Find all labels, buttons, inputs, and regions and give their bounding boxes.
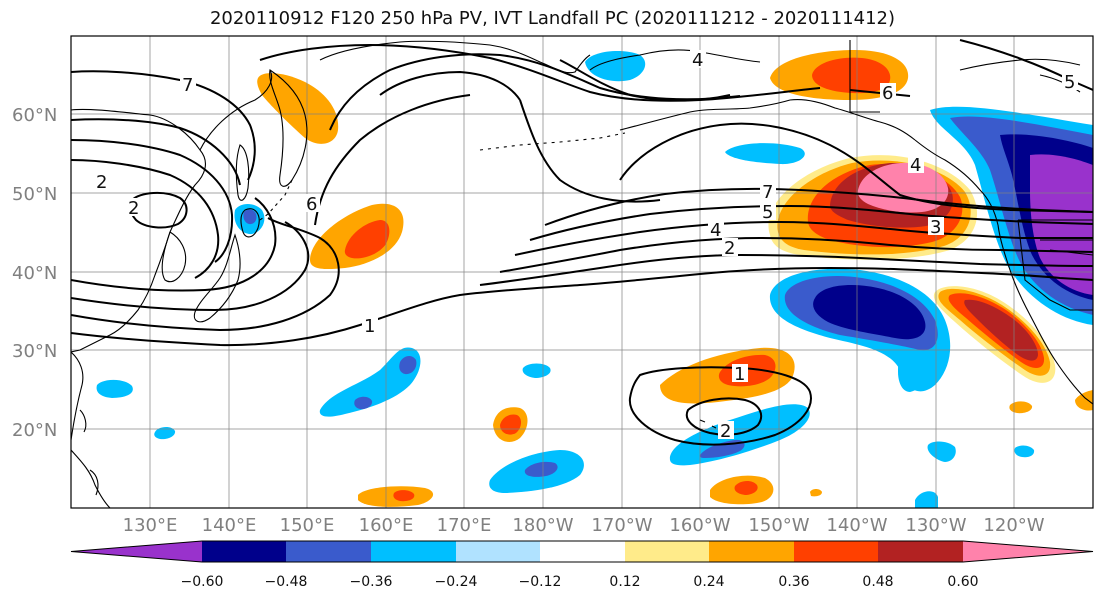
lon-label: 180°W [512, 515, 573, 536]
longitude-labels: 130°E 140°E 150°E 160°E 170°E 180°W 170°… [123, 515, 1045, 536]
colorbar-tick-label: −0.36 [350, 574, 393, 590]
colorbar-swatch [963, 541, 1093, 562]
contour-label: 2 [724, 238, 735, 259]
lon-label: 140°E [202, 515, 257, 536]
colorbar-swatch [371, 541, 456, 562]
contour-label: 6 [882, 83, 893, 104]
colorbar-outline [70, 540, 1094, 563]
contour-label-group: 7 2 2 6 1 1 2 7 5 4 2 4 3 6 5 4 [94, 50, 1078, 442]
contour-label: 4 [710, 220, 721, 241]
colorbar-swatch [286, 541, 371, 562]
lat-label: 60°N [12, 105, 57, 126]
contour-label: 4 [692, 50, 703, 71]
colorbar-tick-label: 0.12 [609, 574, 640, 590]
anomaly-shading [96, 50, 1093, 508]
colorbar-tick-label: −0.48 [265, 574, 308, 590]
lon-label: 130°E [123, 515, 178, 536]
lon-label: 170°W [591, 515, 652, 536]
colorbar-swatches [70, 540, 1094, 563]
colorbar: −0.60 −0.48 −0.36 −0.24 −0.12 0.12 0.24 … [70, 540, 1094, 590]
contour-label: 1 [734, 364, 745, 385]
colorbar-tick-label: 0.60 [947, 574, 978, 590]
colorbar-swatch [794, 541, 878, 562]
colorbar-swatch [540, 541, 625, 562]
latitude-labels: 60°N 50°N 40°N 30°N 20°N [12, 105, 57, 441]
colorbar-ticks: −0.60 −0.48 −0.36 −0.24 −0.12 0.12 0.24 … [181, 574, 979, 590]
contour-label: 1 [364, 316, 375, 337]
colorbar-swatch [71, 541, 202, 562]
map-border [70, 35, 1094, 509]
contour-label: 6 [306, 194, 317, 215]
colorbar-tick-label: 0.48 [862, 574, 893, 590]
colorbar-tick-label: 0.36 [778, 574, 809, 590]
contour-label: 7 [762, 182, 773, 203]
lon-label: 170°E [437, 515, 492, 536]
lon-label: 140°W [826, 515, 887, 536]
lon-label: 150°E [280, 515, 335, 536]
lat-label: 50°N [12, 184, 57, 205]
colorbar-tick-label: 0.24 [693, 574, 724, 590]
contour-label: 2 [128, 198, 139, 219]
graticule [71, 36, 1093, 508]
contour-label: 5 [762, 202, 773, 223]
lon-label: 120°W [983, 515, 1044, 536]
contour-label: 7 [182, 75, 193, 96]
colorbar-swatch [456, 541, 540, 562]
contour-label: 2 [720, 421, 731, 442]
lat-label: 20°N [12, 420, 57, 441]
lon-label: 160°E [359, 515, 414, 536]
colorbar-swatch [202, 541, 286, 562]
lon-label: 160°W [669, 515, 730, 536]
colorbar-tick-label: −0.12 [519, 574, 562, 590]
contour-label: 4 [910, 155, 921, 176]
contour-label: 5 [1064, 72, 1075, 93]
contour-label: 3 [930, 217, 941, 238]
colorbar-tick-label: −0.24 [435, 574, 478, 590]
lon-label: 150°W [748, 515, 809, 536]
colorbar-swatch [878, 541, 963, 562]
colorbar-swatch [625, 541, 709, 562]
colorbar-swatch [709, 541, 794, 562]
colorbar-tick-label: −0.60 [181, 574, 224, 590]
map-title: 2020110912 F120 250 hPa PV, IVT Landfall… [209, 8, 896, 29]
lon-label: 130°W [905, 515, 966, 536]
lat-label: 30°N [12, 341, 57, 362]
contour-label: 2 [96, 172, 107, 193]
lat-label: 40°N [12, 263, 57, 284]
